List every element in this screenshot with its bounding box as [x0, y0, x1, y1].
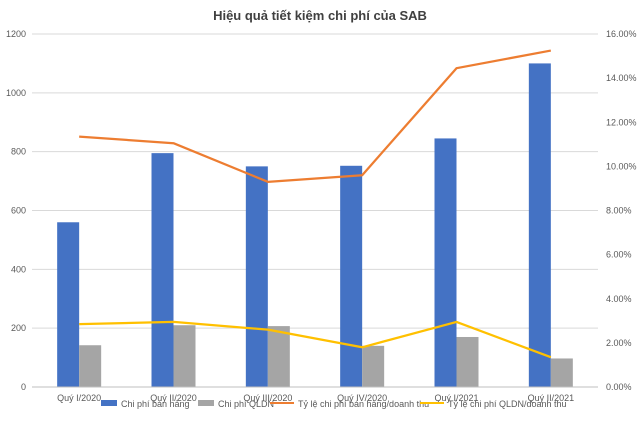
x-tick-label: Quý III/2020 — [243, 393, 292, 403]
bar-chi-phi-ban-hang — [57, 222, 80, 387]
y-right-tick-label: 10.00% — [606, 161, 637, 171]
axes: 0 200 400 600 800 1000 1200 0.00% 2.00% 4.00% 6.00… — [6, 29, 637, 403]
bar-chi-phi-ban-hang — [340, 165, 363, 387]
bar-chi-phi-ban-hang — [245, 166, 268, 387]
bar-chi-phi-ban-hang — [528, 63, 551, 388]
bar-chi-phi-qldn — [362, 345, 385, 387]
legend-item-chi-phi-qldn: Chi phí QLDN — [218, 399, 274, 409]
line-ty-le-qldn — [79, 320, 552, 359]
chart-title: Hiệu quả tiết kiệm chi phí của SAB — [213, 8, 427, 23]
legend: Chi phí bán hàng Chi phí QLDN Tỷ lệ chi ph… — [101, 399, 567, 409]
y-left-tick-label: 600 — [11, 206, 26, 216]
x-tick-label: Quý I/2020 — [57, 393, 101, 403]
legend-item-chi-phi-qldn-swatch — [198, 400, 214, 406]
bar-chi-phi-qldn — [173, 325, 196, 387]
x-tick-label: Quý IV/2020 — [337, 393, 387, 403]
y-right-tick-label: 0.00% — [606, 382, 632, 392]
x-tick-label: Quý II/2020 — [150, 393, 197, 403]
bar-chi-phi-ban-hang — [151, 153, 174, 387]
bar-chi-phi-ban-hang — [434, 138, 457, 387]
y-right-tick-label: 8.00% — [606, 206, 632, 216]
y-left-tick-label: 0 — [21, 382, 26, 392]
y-right-tick-label: 14.00% — [606, 73, 637, 83]
x-tick-label: Quý I/2021 — [434, 393, 478, 403]
legend-item-chi-phi-ban-hang-swatch — [101, 400, 117, 406]
legend-item-chi-phi-ban-hang: Chi phí bán hàng — [121, 399, 190, 409]
y-right-tick-label: 6.00% — [606, 250, 632, 260]
y-left-tick-label: 800 — [11, 147, 26, 157]
y-right-tick-label: 12.00% — [606, 117, 637, 127]
x-tick-label: Quý II/2021 — [528, 393, 575, 403]
lines — [79, 49, 552, 359]
y-right-tick-label: 4.00% — [606, 294, 632, 304]
y-right-tick-label: 16.00% — [606, 29, 637, 39]
y-left-tick-label: 400 — [11, 264, 26, 274]
y-left-tick-label: 1200 — [6, 29, 26, 39]
bars — [57, 63, 573, 388]
y-left-tick-label: 1000 — [6, 88, 26, 98]
line-ty-le-ban-hang — [79, 49, 552, 183]
bar-chi-phi-qldn — [550, 358, 573, 387]
bar-chi-phi-qldn — [456, 336, 479, 387]
bar-chi-phi-qldn — [79, 345, 102, 387]
y-left-tick-label: 200 — [11, 323, 26, 333]
legend-item-ty-le-qldn: Tỷ lệ chi phí QLDN/doanh thu — [448, 399, 567, 409]
y-right-tick-label: 2.00% — [606, 338, 632, 348]
gridlines — [32, 33, 598, 329]
legend-item-ty-le-ban-hang: Tỷ lệ chi phí bán hàng/doanh thu — [298, 399, 429, 409]
bar-chi-phi-qldn — [267, 326, 290, 387]
